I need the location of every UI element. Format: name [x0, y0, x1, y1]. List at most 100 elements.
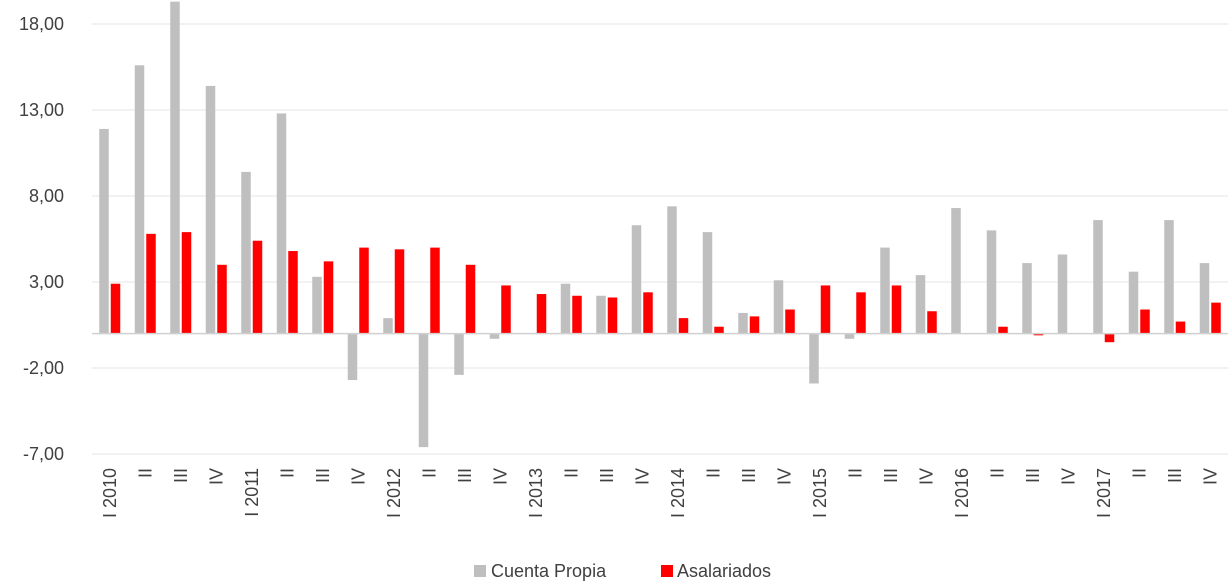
bar-cuenta-propia: [383, 318, 393, 334]
bar-cuenta-propia: [241, 171, 251, 334]
x-tick-label: IV: [774, 468, 794, 485]
x-tick-label: III: [1165, 468, 1185, 483]
bar-cuenta-propia: [986, 230, 997, 334]
bar-cuenta-propia: [312, 276, 322, 334]
bar-asalariados: [110, 283, 121, 334]
bar-cuenta-propia: [596, 295, 606, 334]
x-tick-label: III: [313, 468, 333, 483]
x-tick-label: IV: [916, 468, 936, 485]
bar-cuenta-propia: [809, 333, 819, 384]
bar-asalariados: [607, 297, 618, 334]
bar-cuenta-propia: [418, 333, 429, 448]
x-tick-label: II: [135, 468, 155, 478]
x-tick-label: IV: [632, 468, 652, 485]
bar-cuenta-propia: [880, 247, 890, 334]
x-tick-label: IV: [490, 468, 510, 485]
bar-cuenta-propia: [454, 333, 464, 375]
bar-asalariados: [359, 247, 369, 334]
x-tick-label: II: [845, 468, 865, 478]
y-tick-label: 8,00: [29, 186, 64, 206]
bar-asalariados: [678, 318, 689, 334]
bar-cuenta-propia: [170, 1, 180, 334]
y-tick-label: -2,00: [23, 358, 64, 378]
bars: [99, 1, 1221, 448]
bar-asalariados: [643, 292, 653, 334]
bar-asalariados: [323, 261, 334, 334]
x-tick-label: I 2013: [526, 468, 546, 518]
bar-cuenta-propia: [951, 208, 961, 334]
y-tick-label: 13,00: [19, 100, 64, 120]
bar-asalariados: [217, 264, 227, 334]
bar-cuenta-propia: [347, 333, 358, 381]
x-tick-label: IV: [1058, 468, 1078, 485]
x-tick-label: III: [455, 468, 475, 483]
bar-asalariados: [394, 249, 405, 334]
y-tick-label: 3,00: [29, 272, 64, 292]
bar-cuenta-propia: [915, 275, 926, 334]
x-tick-label: II: [987, 468, 1007, 478]
x-tick-label: IV: [1200, 468, 1220, 485]
bar-cuenta-propia: [276, 113, 287, 334]
bar-asalariados: [856, 292, 866, 334]
bar-asalariados: [820, 285, 831, 334]
bar-asalariados: [1104, 333, 1115, 343]
bar-cuenta-propia: [1128, 271, 1139, 334]
bar-cuenta-propia: [844, 333, 855, 339]
x-tick-label: IV: [206, 468, 226, 485]
bar-cuenta-propia: [1199, 263, 1210, 334]
x-tick-label: II: [277, 468, 297, 478]
x-tick-label: I 2010: [100, 468, 120, 518]
x-tick-label: III: [881, 468, 901, 483]
bar-asalariados: [465, 264, 476, 334]
x-tick-label: II: [703, 468, 723, 478]
bar-asalariados: [998, 326, 1008, 334]
x-tick-label: II: [419, 468, 439, 478]
x-tick-label: III: [171, 468, 191, 483]
bar-asalariados: [749, 316, 760, 334]
legend-swatch-asalariados: [661, 565, 673, 577]
x-tick-label: III: [597, 468, 617, 483]
bar-cuenta-propia: [1022, 263, 1032, 334]
bar-cuenta-propia: [1164, 220, 1174, 334]
bar-asalariados: [181, 232, 192, 334]
x-tick-label: I 2016: [952, 468, 972, 518]
x-tick-label: I 2011: [242, 468, 262, 517]
bar-asalariados: [785, 309, 795, 334]
x-tick-label: II: [561, 468, 581, 478]
legend-label-asalariados: Asalariados: [677, 561, 771, 581]
y-tick-label: 18,00: [19, 14, 64, 34]
y-tick-label: -7,00: [23, 444, 64, 464]
bar-asalariados: [430, 247, 440, 334]
bar-asalariados: [501, 285, 511, 334]
bar-asalariados: [252, 240, 263, 334]
gridlines: [92, 23, 1228, 455]
x-tick-label: I 2012: [384, 468, 404, 518]
x-tick-label: III: [739, 468, 759, 483]
bar-cuenta-propia: [773, 280, 784, 334]
x-axis-ticks: I 2010 II III IV I 2011 II III IV I 2012 II III IV I…: [100, 468, 1221, 518]
x-tick-label: I 2017: [1094, 468, 1114, 518]
bar-asalariados: [146, 233, 156, 334]
bar-cuenta-propia: [99, 128, 109, 334]
y-axis-ticks: 18,00 13,00 8,00 3,00 -2,00 -7,00: [19, 14, 64, 464]
legend-swatch-cuenta-propia: [474, 565, 486, 577]
bar-cuenta-propia: [1057, 254, 1068, 334]
bar-cuenta-propia: [560, 283, 571, 334]
bar-asalariados: [288, 251, 298, 334]
bar-cuenta-propia: [489, 333, 500, 339]
x-tick-label: IV: [348, 468, 368, 485]
bar-cuenta-propia: [205, 85, 216, 334]
bar-cuenta-propia: [134, 65, 145, 334]
x-tick-label: II: [1129, 468, 1149, 478]
bar-cuenta-propia: [631, 225, 642, 334]
bar-cuenta-propia: [1093, 220, 1103, 334]
bar-asalariados: [927, 311, 937, 334]
legend-label-cuenta-propia: Cuenta Propia: [491, 561, 607, 581]
bar-asalariados: [1211, 302, 1221, 334]
bar-asalariados: [536, 294, 547, 334]
bar-asalariados: [1033, 333, 1044, 336]
x-tick-label: III: [1023, 468, 1043, 483]
bar-cuenta-propia: [738, 312, 748, 334]
bar-asalariados: [572, 295, 582, 334]
